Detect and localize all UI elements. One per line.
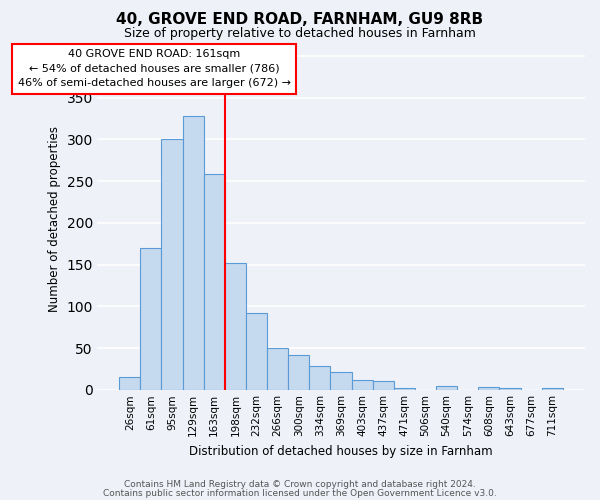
Bar — [499, 388, 521, 390]
Bar — [288, 355, 310, 390]
Bar — [119, 378, 140, 390]
Bar — [373, 380, 394, 390]
Bar — [225, 263, 246, 390]
Bar — [246, 313, 267, 390]
Bar — [394, 388, 415, 390]
Bar — [161, 140, 182, 390]
Text: 40, GROVE END ROAD, FARNHAM, GU9 8RB: 40, GROVE END ROAD, FARNHAM, GU9 8RB — [116, 12, 484, 28]
Bar — [140, 248, 161, 390]
Bar — [478, 388, 499, 390]
Bar — [310, 366, 331, 390]
X-axis label: Distribution of detached houses by size in Farnham: Distribution of detached houses by size … — [189, 444, 493, 458]
Text: Size of property relative to detached houses in Farnham: Size of property relative to detached ho… — [124, 28, 476, 40]
Bar — [182, 116, 204, 390]
Bar — [352, 380, 373, 390]
Bar — [204, 174, 225, 390]
Text: Contains HM Land Registry data © Crown copyright and database right 2024.: Contains HM Land Registry data © Crown c… — [124, 480, 476, 489]
Text: 40 GROVE END ROAD: 161sqm
← 54% of detached houses are smaller (786)
46% of semi: 40 GROVE END ROAD: 161sqm ← 54% of detac… — [17, 49, 290, 88]
Bar — [542, 388, 563, 390]
Text: Contains public sector information licensed under the Open Government Licence v3: Contains public sector information licen… — [103, 490, 497, 498]
Y-axis label: Number of detached properties: Number of detached properties — [48, 126, 61, 312]
Bar — [436, 386, 457, 390]
Bar — [331, 372, 352, 390]
Bar — [267, 348, 288, 390]
